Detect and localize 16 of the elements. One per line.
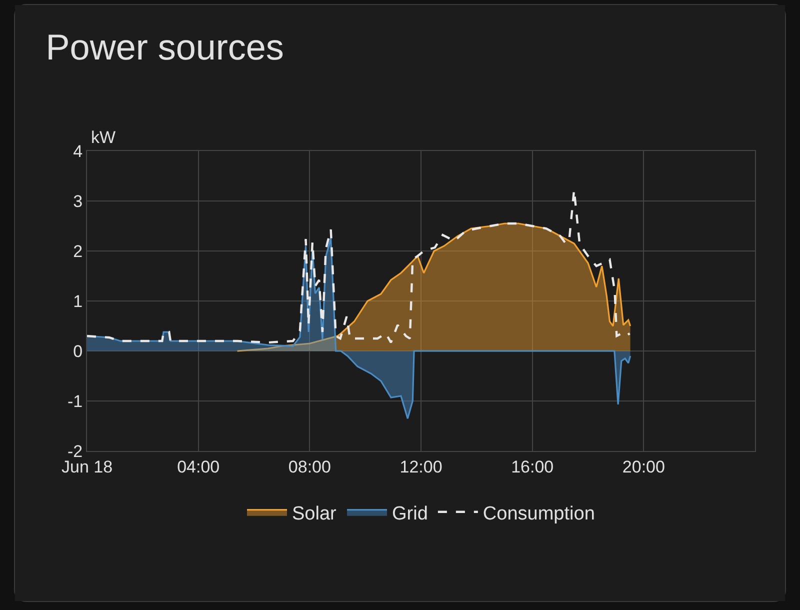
y-tick-label: 2 [73, 242, 83, 261]
y-tick-label: 1 [73, 292, 83, 311]
x-tick-label: 12:00 [400, 457, 442, 476]
x-tick-label: 04:00 [177, 457, 220, 476]
chart-title: Power sources [46, 26, 284, 68]
y-tick-label: 0 [73, 342, 83, 361]
y-tick-label: 3 [73, 192, 83, 211]
legend-label: Solar [292, 503, 338, 524]
y-tick-label: -1 [67, 392, 83, 411]
y-tick-label: 4 [73, 142, 83, 161]
x-tick-label: 16:00 [511, 457, 554, 476]
x-tick-label: 08:00 [288, 457, 331, 476]
x-tick-label: 20:00 [622, 457, 665, 476]
y-axis-title: kW [91, 128, 116, 147]
legend-label: Grid [392, 503, 428, 524]
legend-label: Consumption [482, 503, 595, 524]
